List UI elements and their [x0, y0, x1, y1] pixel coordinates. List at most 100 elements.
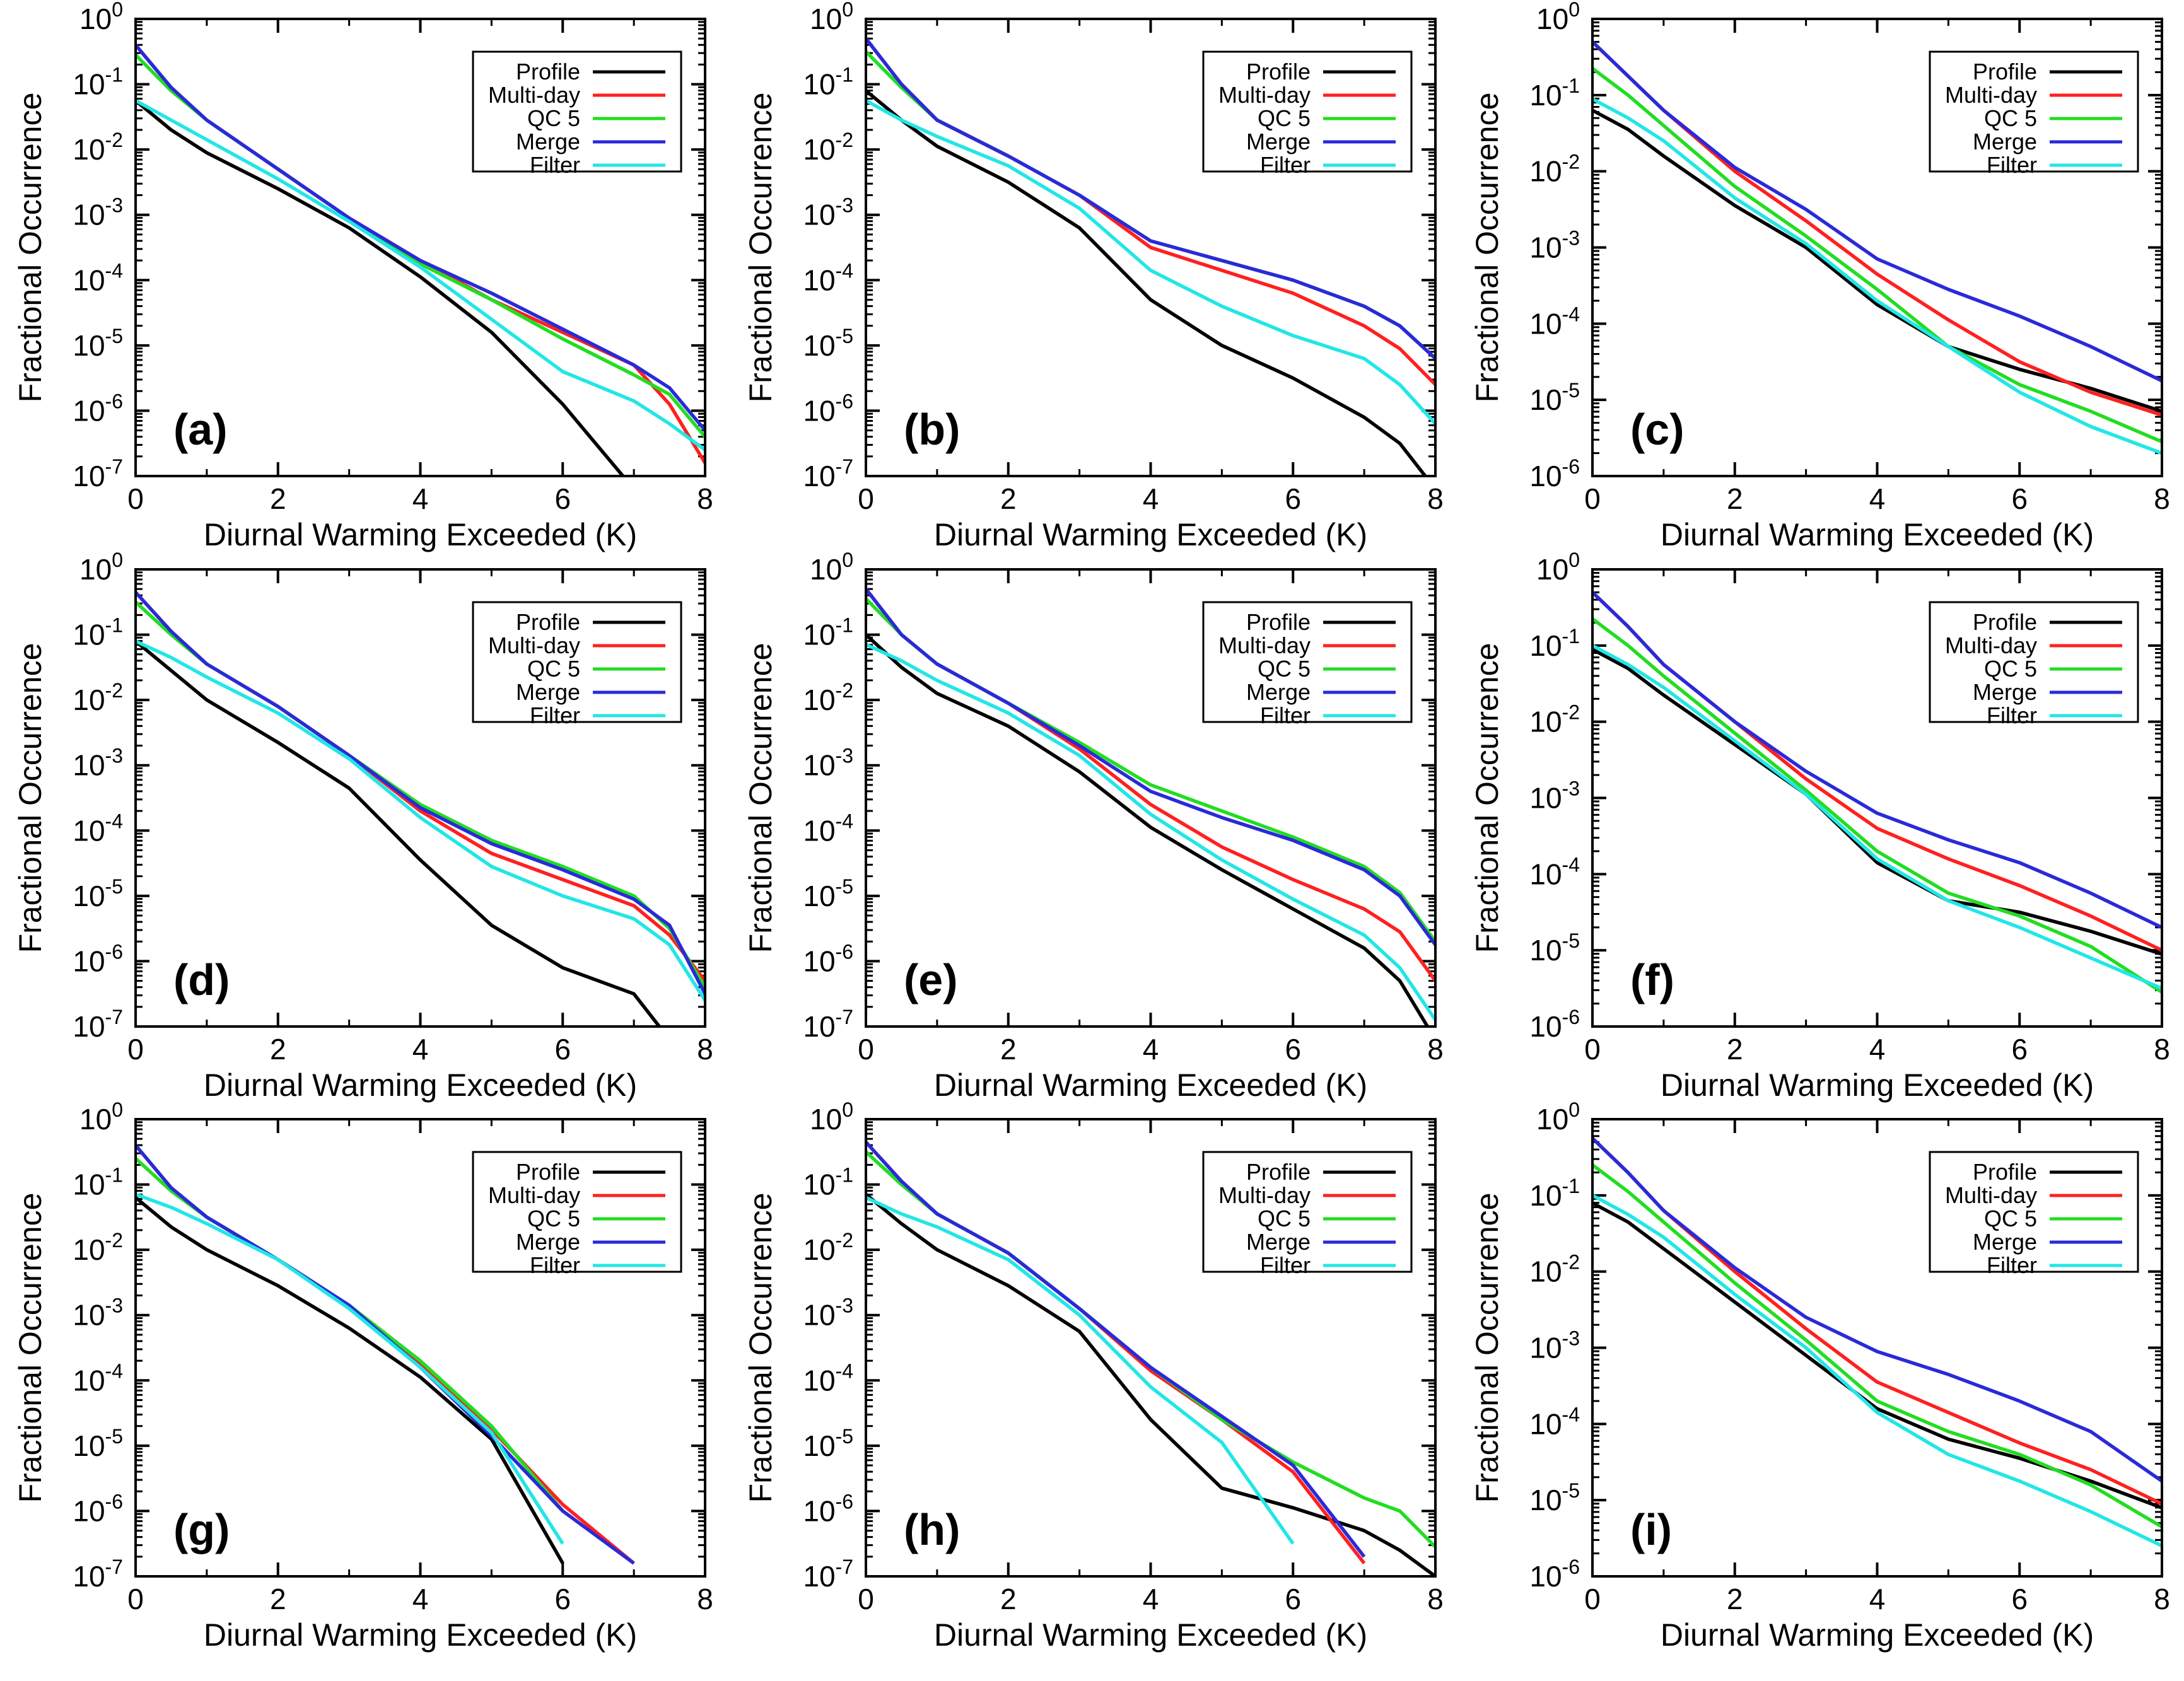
- legend-label: Multi-day: [488, 82, 580, 108]
- plot-frame: [865, 18, 1437, 477]
- y-tick-label: 10-3: [73, 194, 123, 231]
- x-axis-title: Diurnal Warming Exceeded (K): [1661, 1067, 2094, 1103]
- legend-label: QC 5: [1984, 1206, 2037, 1231]
- y-tick-exponent: 0: [1568, 549, 1580, 571]
- series-line-qc-5: [1592, 67, 2162, 444]
- legend-label: Merge: [1246, 129, 1311, 154]
- y-tick-base: 10: [73, 1168, 105, 1201]
- legend-label: QC 5: [1258, 656, 1311, 682]
- y-tick-exponent: -7: [836, 1006, 853, 1028]
- y-tick-base: 10: [1529, 858, 1562, 890]
- y-axis-title: Fractional Occurrence: [1469, 643, 1505, 953]
- y-tick-label: 10-3: [803, 1294, 853, 1332]
- legend-label: Merge: [516, 129, 580, 154]
- y-tick-label: 10-2: [803, 679, 853, 716]
- plot-frame: [134, 18, 706, 477]
- plot-frame: [134, 568, 706, 1028]
- x-tick-label: 0: [1584, 1583, 1601, 1615]
- y-tick-base: 10: [79, 1103, 112, 1136]
- legend-label: Multi-day: [1218, 82, 1311, 108]
- y-tick-exponent: -1: [836, 1164, 853, 1187]
- x-tick-label: 0: [858, 1033, 874, 1066]
- series-line-merge: [866, 588, 1435, 946]
- legend-label: Filter: [1987, 702, 2037, 728]
- y-tick-exponent: -1: [836, 64, 853, 86]
- y-tick-exponent: -2: [105, 129, 123, 151]
- series-line-profile: [136, 99, 626, 476]
- y-tick-base: 10: [73, 683, 105, 716]
- y-tick-label: 100: [810, 0, 853, 35]
- series-line-filter: [136, 639, 705, 1002]
- series-line-merge: [136, 591, 705, 995]
- x-axis-title: Diurnal Warming Exceeded (K): [204, 1617, 637, 1653]
- x-tick-label: 4: [412, 1583, 429, 1615]
- legend-label: Merge: [1973, 129, 2037, 154]
- x-tick-label: 0: [127, 482, 144, 515]
- y-tick-base: 10: [803, 133, 835, 166]
- y-tick-label: 10-6: [1529, 455, 1580, 492]
- y-tick-exponent: -3: [1562, 227, 1580, 250]
- x-tick-label: 2: [1727, 1583, 1743, 1615]
- x-tick-label: 8: [697, 1033, 713, 1066]
- y-tick-exponent: -1: [1562, 74, 1580, 97]
- y-tick-base: 10: [1529, 1332, 1562, 1364]
- x-tick-label: 8: [1427, 1583, 1444, 1615]
- y-tick-base: 10: [1529, 1255, 1562, 1288]
- x-tick-label: 4: [1869, 482, 1886, 515]
- y-tick-exponent: -7: [836, 1556, 853, 1578]
- series-line-profile: [866, 1192, 1435, 1576]
- plot-frame: [865, 568, 1437, 1028]
- y-tick-exponent: -3: [1562, 777, 1580, 800]
- y-tick-base: 10: [803, 329, 835, 362]
- x-tick-label: 8: [697, 1583, 713, 1615]
- series-line-filter: [136, 99, 705, 451]
- series-group: [866, 37, 1435, 476]
- y-tick-exponent: -3: [836, 194, 853, 217]
- x-tick-label: 4: [1143, 1033, 1159, 1066]
- y-tick-exponent: -6: [105, 1490, 123, 1513]
- y-tick-exponent: -5: [105, 1425, 123, 1448]
- y-tick-label: 10-1: [1529, 74, 1580, 112]
- series-group: [866, 588, 1435, 1027]
- legend-label: QC 5: [527, 105, 580, 131]
- plot-frame: [134, 1118, 706, 1578]
- y-tick-label: 10-3: [803, 194, 853, 231]
- y-tick-label: 10-5: [73, 875, 123, 912]
- series-line-filter: [866, 643, 1435, 1021]
- legend-label: Filter: [530, 152, 580, 178]
- x-tick-label: 2: [1000, 1033, 1017, 1066]
- y-tick-base: 10: [1529, 1010, 1562, 1043]
- y-tick-exponent: -1: [105, 1164, 123, 1187]
- series-line-filter: [1592, 1194, 2162, 1548]
- y-tick-exponent: -6: [836, 390, 853, 412]
- legend-label: Merge: [1973, 679, 2037, 705]
- y-tick-exponent: -3: [836, 745, 853, 767]
- y-tick-exponent: -4: [105, 259, 123, 282]
- panel-label: (g): [173, 1505, 230, 1554]
- y-tick-base: 10: [73, 1429, 105, 1462]
- panel-label: (h): [904, 1505, 960, 1554]
- series-line-merge: [1592, 591, 2162, 929]
- y-tick-exponent: -5: [105, 875, 123, 898]
- y-tick-label: 10-4: [73, 810, 123, 847]
- y-tick-label: 10-4: [803, 1359, 853, 1397]
- series-line-profile: [136, 1196, 564, 1564]
- y-tick-label: 10-3: [73, 745, 123, 782]
- plot-frame: [1591, 18, 2163, 477]
- y-tick-label: 10-1: [803, 64, 853, 101]
- y-tick-exponent: -4: [836, 810, 853, 832]
- series-group: [136, 44, 705, 476]
- x-tick-label: 4: [1143, 482, 1159, 515]
- y-tick-exponent: -5: [836, 1425, 853, 1448]
- series-line-qc-5: [1592, 617, 2162, 994]
- x-tick-label: 4: [412, 482, 429, 515]
- x-tick-label: 6: [1285, 482, 1301, 515]
- y-tick-label: 10-5: [1529, 379, 1580, 416]
